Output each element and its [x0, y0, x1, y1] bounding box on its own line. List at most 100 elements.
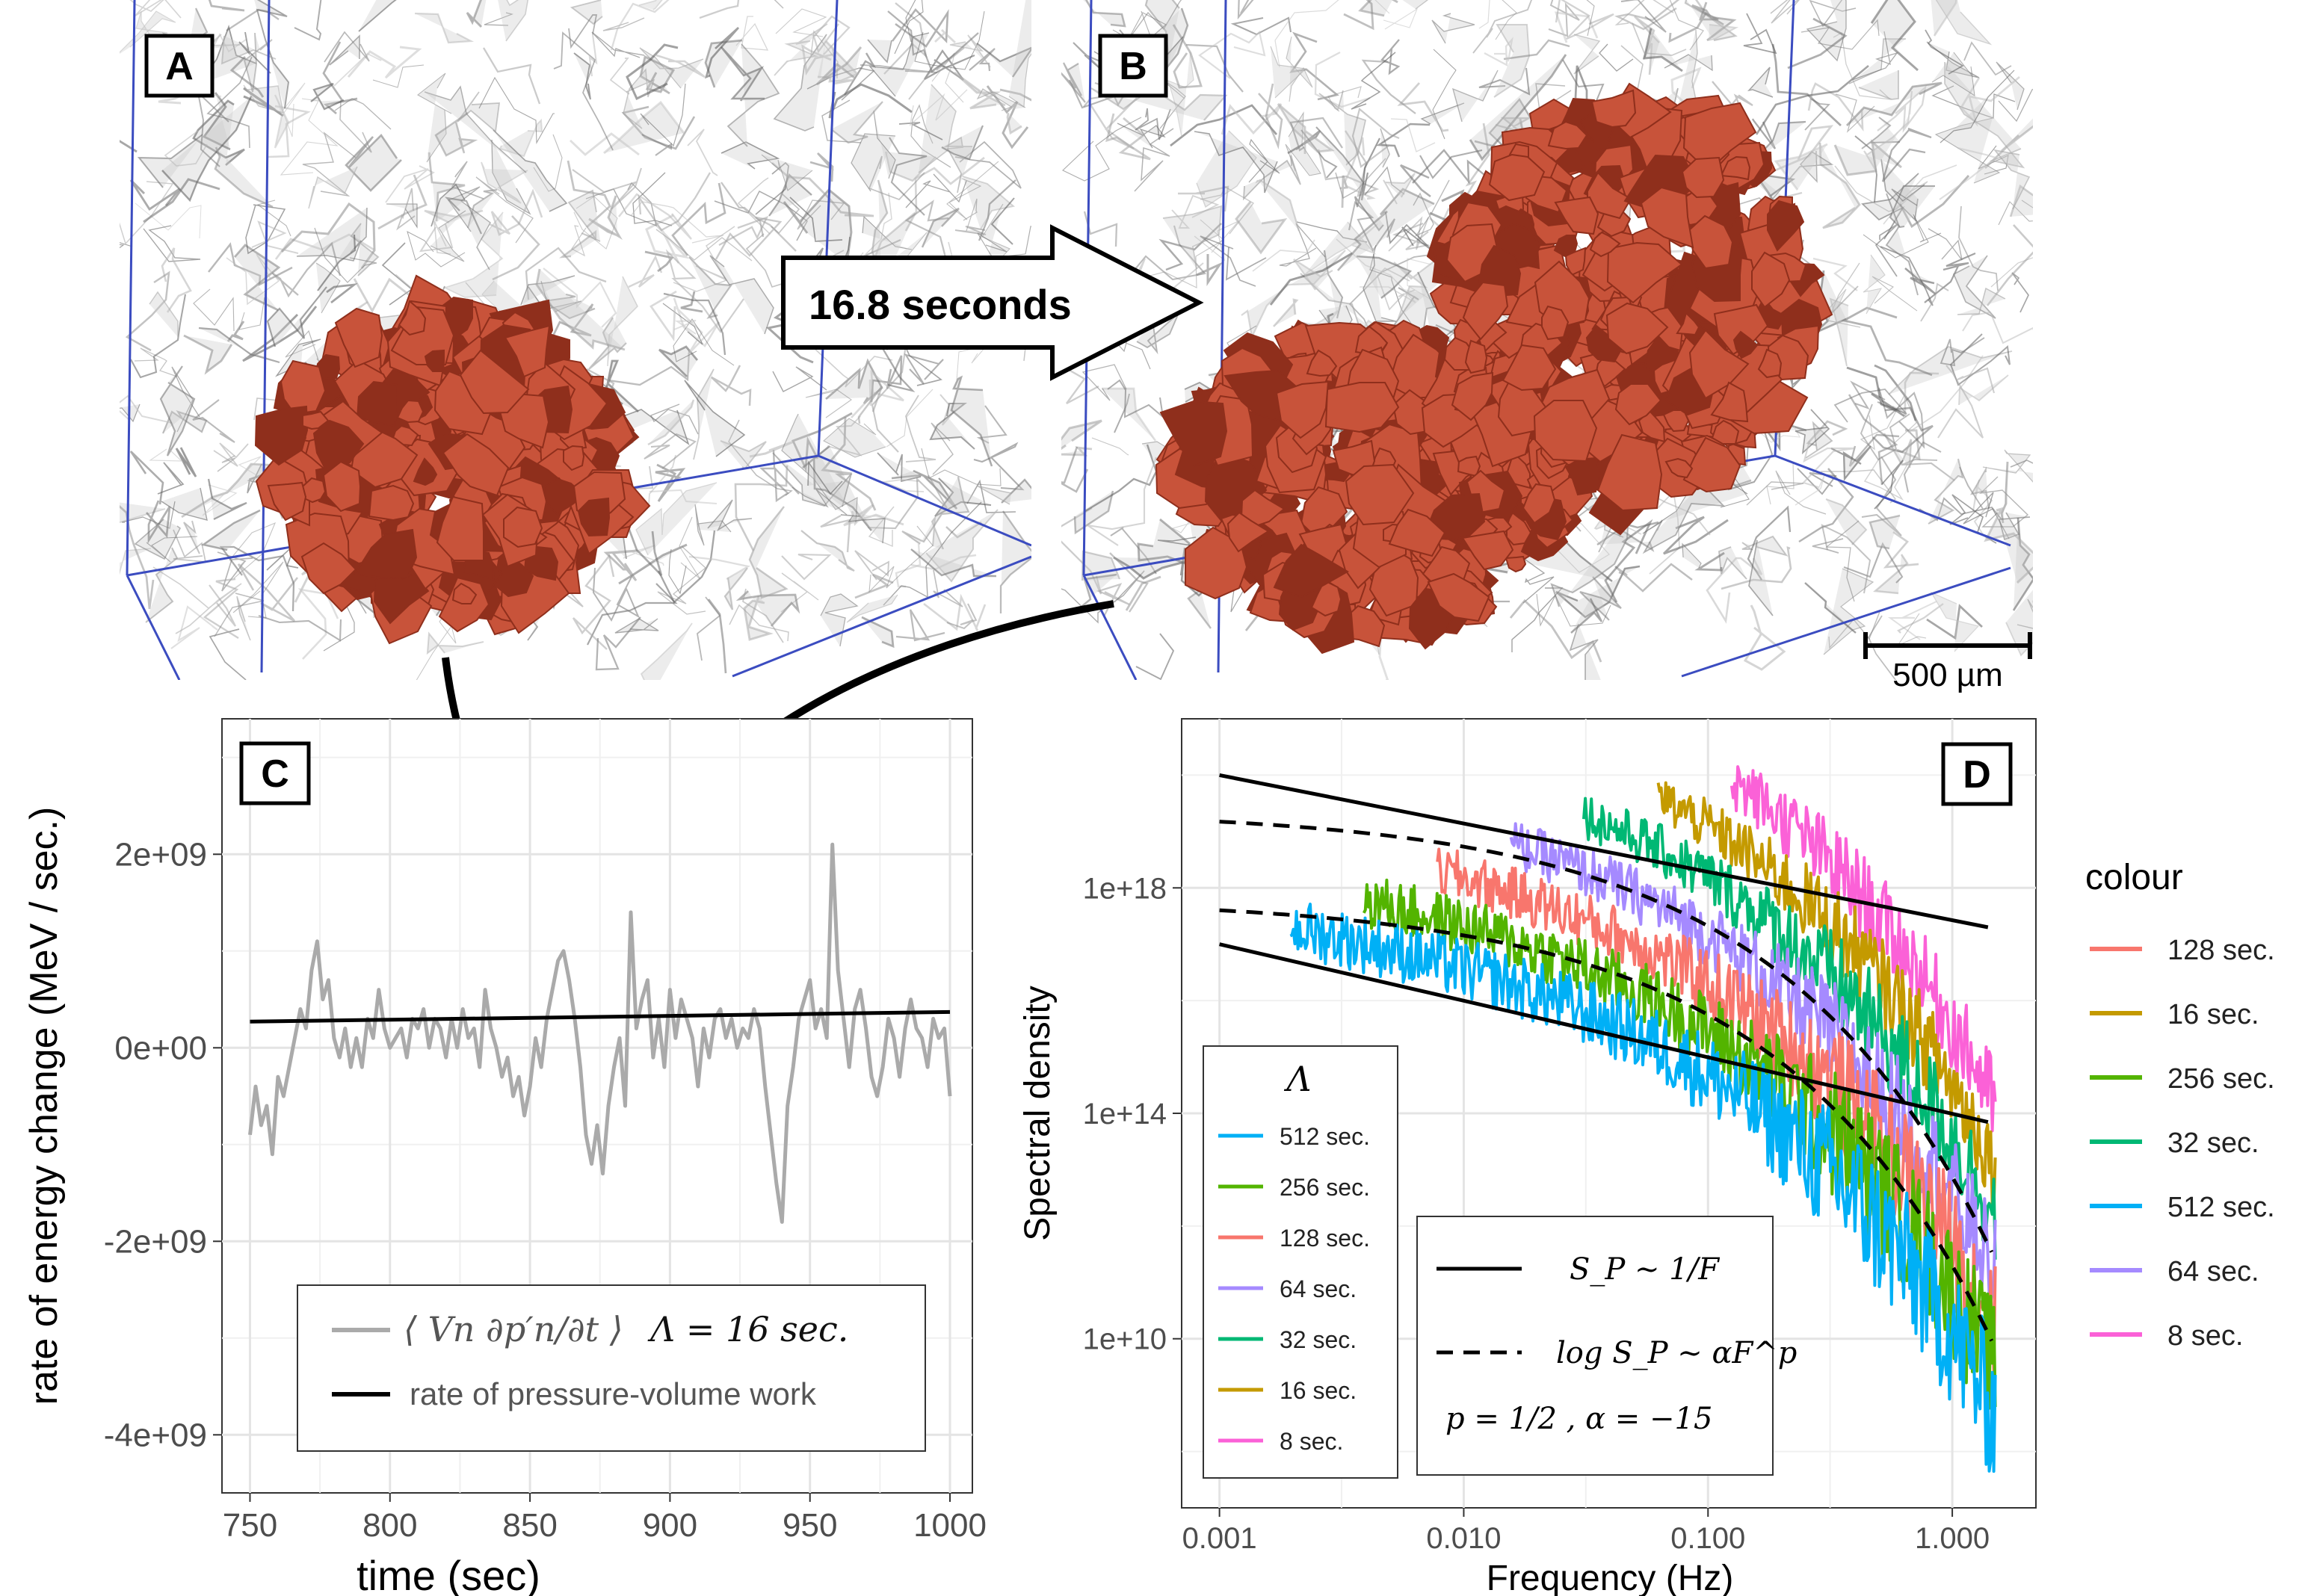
mesh-strand [1872, 406, 1934, 454]
mesh-strand [324, 31, 370, 63]
mesh-strand [801, 44, 833, 76]
tissue-blob [442, 433, 510, 497]
mesh-strand [214, 593, 265, 637]
mesh-strand [714, 190, 808, 241]
mesh-strand [610, 0, 670, 51]
mesh-strand [1931, 0, 1957, 37]
mesh-strand [933, 569, 963, 607]
mesh-strand [749, 440, 794, 458]
mesh-strand [1235, 201, 1288, 255]
mesh-strand [623, 545, 664, 566]
mesh-strand [602, 17, 645, 31]
legend-label-dashed: log S_P ∼ αF^p [1556, 1336, 1797, 1370]
mesh-strand [1141, 219, 1224, 288]
tissue-blob [398, 300, 427, 336]
mesh-strand [1960, 75, 2020, 127]
mesh-strand [946, 603, 978, 630]
mesh-strand [229, 55, 265, 98]
mesh-strand [1380, 39, 1401, 75]
tissue-blob [1564, 247, 1587, 276]
mesh-strand [921, 448, 1002, 486]
mesh-strand [990, 197, 1015, 245]
x-tick-label: 850 [502, 1507, 557, 1544]
mesh-strand [1896, 613, 1927, 647]
mesh-strand [372, 64, 425, 88]
mesh-strand [145, 500, 171, 544]
mesh-strand [143, 225, 201, 262]
mesh-strand [1196, 254, 1223, 286]
mesh-strand [1286, 36, 1313, 102]
mesh-strand [1925, 29, 1964, 75]
mesh-strand [183, 334, 233, 375]
mesh-strand [1478, 67, 1531, 96]
mesh-strand [1289, 31, 1339, 101]
mesh-strand [164, 130, 208, 167]
mesh-strand [396, 188, 416, 231]
mesh-strand [533, 134, 563, 192]
mesh-strand [1383, 7, 1419, 30]
mesh-strand [809, 152, 835, 182]
mesh-strand [271, 241, 342, 298]
mesh-strand [192, 399, 235, 443]
mesh-strand [688, 256, 733, 319]
mesh-strand [1682, 542, 1702, 569]
mesh-strand [621, 105, 696, 150]
tissue-blob [1273, 543, 1349, 598]
mesh-strand [898, 122, 943, 140]
mesh-strand [1303, 221, 1378, 276]
mesh-strand [1846, 366, 1905, 418]
legend-label-solid: S_P ∼ 1/F [1570, 1252, 1720, 1287]
mesh-strand [976, 88, 1026, 111]
mesh-strand [1125, 575, 1161, 611]
mesh-strand [1356, 255, 1413, 299]
mesh-strand [1555, 0, 1614, 40]
mesh-strand [807, 460, 843, 495]
mesh-strand [219, 545, 295, 612]
mesh-strand [254, 0, 290, 109]
mesh-strand [1998, 512, 2031, 541]
mesh-strand [1081, 364, 1127, 401]
mesh-strand [171, 366, 200, 433]
mesh-strand [1835, 93, 1875, 133]
mesh-strand [645, 214, 690, 264]
mesh-strand [315, 262, 341, 314]
mesh-strand [251, 220, 299, 254]
mesh-strand [483, 47, 541, 105]
mesh-strand [1369, 244, 1424, 341]
mesh-strand [498, 0, 529, 42]
mesh-strand [759, 449, 800, 503]
mesh-strand [1185, 43, 1244, 93]
tissue-blob [1275, 380, 1330, 439]
mesh-strand [345, 133, 402, 192]
mesh-strand [588, 34, 598, 77]
mesh-strand [1770, 0, 1800, 24]
mesh-strand [699, 0, 740, 19]
mesh-strand [417, 72, 452, 163]
tissue-cluster-b [1155, 82, 1833, 655]
mesh-strand [966, 479, 1016, 513]
mesh-strand [618, 543, 688, 585]
mesh-strand [950, 375, 993, 467]
tissue-blob [1590, 89, 1637, 129]
mesh-strand [976, 485, 1012, 505]
mesh-strand [946, 161, 999, 220]
mesh-strand [588, 195, 623, 241]
mesh-strand [377, 174, 428, 230]
mesh-strand [1881, 127, 1932, 182]
panel-d-legend-colour: colour 128 sec. 16 sec. 256 sec. 32 sec. 512… [2085, 858, 2275, 1352]
mesh-strand [1863, 458, 1910, 501]
mesh-strand [236, 596, 251, 641]
mesh-strand [1889, 185, 1935, 229]
mesh-strand [649, 290, 677, 342]
mesh-strand [843, 52, 877, 96]
x-tick-label: 0.100 [1670, 1522, 1745, 1555]
mesh-strand [608, 350, 691, 386]
mesh-strand [1555, 565, 1641, 619]
tissue-blob [1664, 457, 1694, 479]
mesh-strand [954, 226, 987, 235]
mesh-strand [1669, 0, 1704, 51]
mesh-strand [963, 198, 978, 232]
mesh-strand [1877, 387, 1925, 449]
mesh-strand [1891, 184, 1925, 206]
mesh-strand [868, 32, 930, 97]
